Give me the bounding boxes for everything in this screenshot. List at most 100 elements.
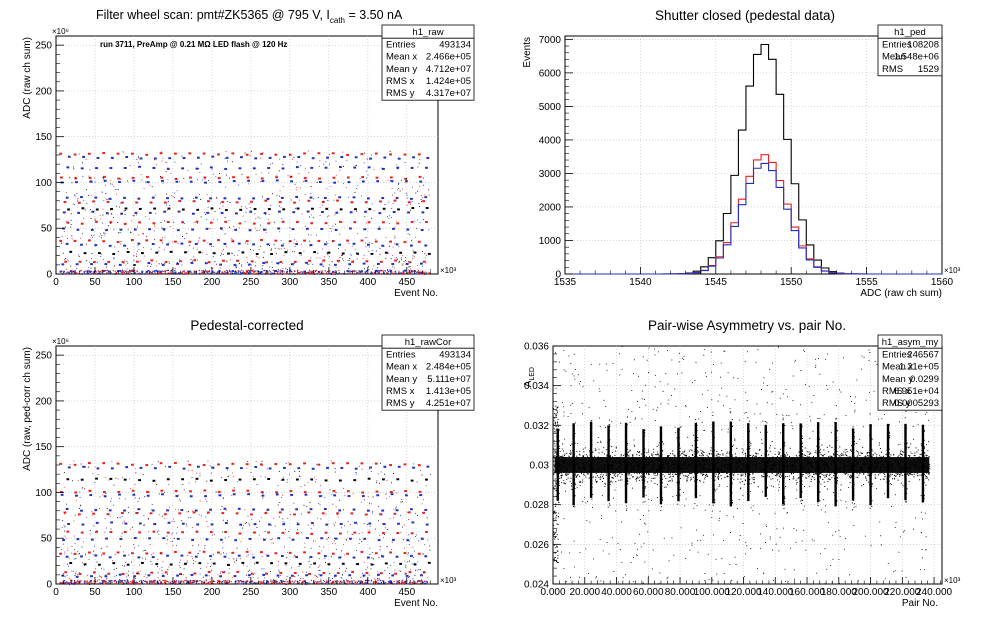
data-point <box>796 461 798 463</box>
stats-key: Entries <box>386 39 416 50</box>
data-point <box>570 445 572 447</box>
data-point <box>797 478 799 480</box>
data-point <box>654 482 656 484</box>
data-point <box>223 498 224 500</box>
data-point <box>377 262 380 265</box>
grid-raw <box>56 36 438 274</box>
data-point <box>248 271 251 273</box>
data-point <box>228 177 230 179</box>
data-point <box>209 582 211 583</box>
data-point <box>415 563 417 565</box>
data-point <box>216 272 218 274</box>
data-point <box>181 273 183 275</box>
data-point <box>303 504 305 506</box>
data-point <box>737 470 739 472</box>
data-point <box>901 467 903 469</box>
data-point <box>393 272 395 274</box>
y-tick-label: 250 <box>35 41 52 52</box>
data-point <box>715 473 717 475</box>
data-point <box>180 500 182 502</box>
data-point <box>369 157 372 160</box>
data-point <box>138 479 141 482</box>
data-point <box>588 477 590 479</box>
data-point <box>174 240 177 243</box>
data-point <box>325 207 329 210</box>
data-point <box>384 251 388 254</box>
data-point <box>249 155 251 157</box>
data-point <box>176 537 180 540</box>
data-point <box>65 555 69 558</box>
data-point <box>117 177 121 180</box>
data-point <box>91 511 93 512</box>
data-point <box>282 520 284 522</box>
data-point <box>249 270 251 272</box>
data-point <box>110 467 114 470</box>
data-point <box>389 581 391 583</box>
data-point <box>876 465 878 467</box>
data-point <box>408 234 410 236</box>
data-point <box>273 582 275 584</box>
data-point <box>73 535 75 537</box>
data-point <box>134 497 136 499</box>
data-point <box>429 474 431 475</box>
data-point <box>737 461 739 463</box>
data-point <box>319 504 321 506</box>
data-point <box>157 531 159 533</box>
data-point <box>213 218 214 220</box>
data-point <box>102 494 104 496</box>
data-point <box>331 240 335 243</box>
data-point <box>144 580 146 582</box>
data-point <box>699 454 701 456</box>
data-point <box>299 579 301 582</box>
data-point <box>604 470 606 472</box>
data-point <box>831 477 833 479</box>
data-point <box>74 194 75 196</box>
data-point <box>378 506 380 508</box>
data-point <box>763 468 765 470</box>
data-point <box>162 237 163 239</box>
data-point <box>98 575 100 577</box>
data-point <box>416 569 418 571</box>
data-point <box>132 579 134 581</box>
data-point <box>349 537 352 540</box>
data-point <box>177 243 179 245</box>
data-point <box>180 554 184 557</box>
data-point <box>235 270 237 273</box>
data-point <box>130 272 133 275</box>
data-point <box>338 259 340 261</box>
data-point <box>142 557 144 559</box>
data-point <box>290 180 294 183</box>
data-point <box>321 204 323 206</box>
data-point <box>270 570 271 572</box>
data-point <box>97 583 99 585</box>
data-point <box>122 476 124 478</box>
data-point <box>212 245 214 247</box>
data-point <box>366 556 370 559</box>
data-point <box>410 271 412 274</box>
data-point <box>651 453 653 455</box>
data-point <box>171 533 173 535</box>
data-point <box>598 469 600 471</box>
data-point <box>293 239 295 241</box>
data-point <box>773 486 775 488</box>
data-point <box>326 252 328 254</box>
data-point <box>199 193 200 195</box>
data-point <box>200 582 203 584</box>
data-point <box>167 569 169 570</box>
data-point <box>124 521 126 523</box>
data-point <box>865 456 867 458</box>
data-point <box>385 257 387 259</box>
data-point <box>426 156 430 159</box>
data-point <box>684 450 686 452</box>
data-point <box>587 471 589 473</box>
data-point <box>410 203 411 205</box>
data-point <box>285 463 287 465</box>
data-point <box>393 473 394 474</box>
data-point <box>752 457 754 459</box>
data-point <box>339 567 340 569</box>
data-point <box>720 469 722 471</box>
data-point <box>193 221 195 223</box>
data-point <box>363 561 365 563</box>
data-point <box>193 579 195 582</box>
data-point <box>341 581 343 583</box>
